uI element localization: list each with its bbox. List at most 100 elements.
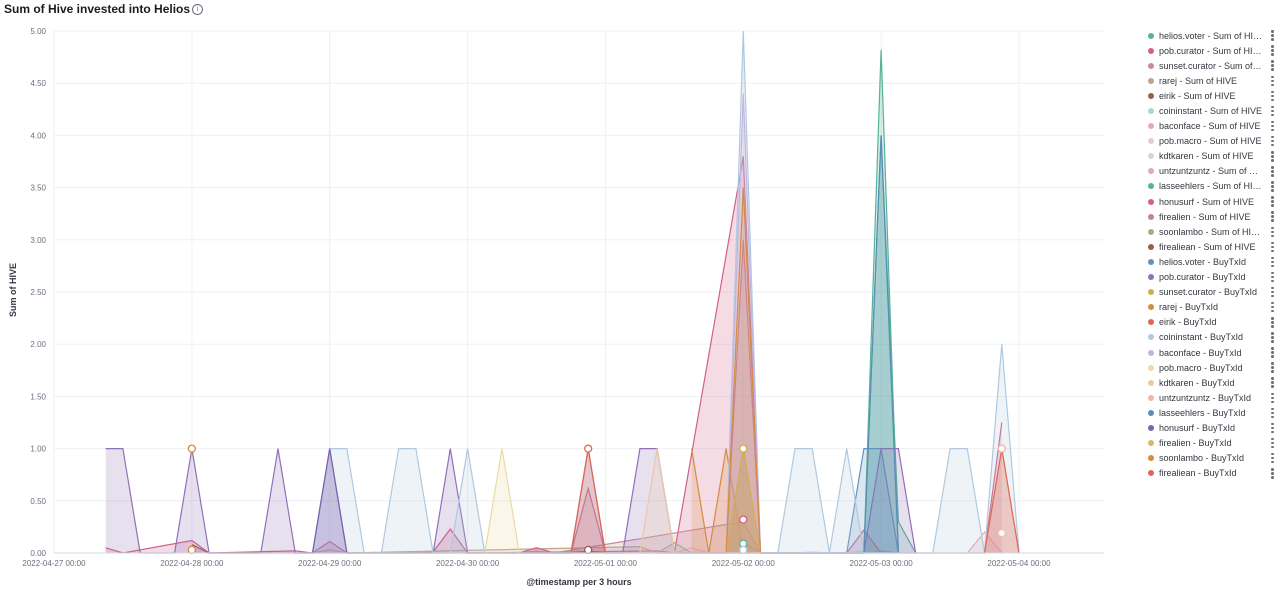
y-axis-title: Sum of HIVE — [8, 263, 18, 317]
chart-series-group — [105, 30, 1020, 554]
legend-item[interactable]: kdtkaren - BuyTxId — [1140, 375, 1280, 390]
highlight-point — [584, 444, 593, 453]
legend-item-menu-icon[interactable] — [1271, 30, 1274, 41]
legend-item-menu-icon[interactable] — [1271, 407, 1274, 419]
legend-item[interactable]: pob.macro - BuyTxId — [1140, 360, 1280, 375]
info-circle-icon[interactable]: i — [192, 4, 204, 16]
series-area-17 — [726, 448, 761, 553]
legend-item-menu-icon[interactable] — [1271, 422, 1274, 434]
series-line-28 — [725, 187, 762, 554]
legend-item[interactable]: baconface - Sum of HIVE — [1140, 119, 1280, 134]
legend-swatch — [1148, 349, 1154, 356]
legend-item[interactable]: sunset.curator - BuyTxId — [1140, 285, 1280, 300]
legend-item[interactable]: untzuntzuntz - BuyTxId — [1140, 390, 1280, 405]
legend-swatch — [1148, 455, 1154, 462]
legend-item[interactable]: lasseehlers - Sum of HIVE — [1140, 179, 1280, 194]
legend-item-menu-icon[interactable] — [1271, 120, 1274, 132]
y-tick-label: 2.50 — [30, 288, 46, 297]
legend-item[interactable]: honusurf - BuyTxId — [1140, 420, 1280, 435]
legend-item-menu-icon[interactable] — [1271, 151, 1274, 162]
legend-item[interactable]: rarej - BuyTxId — [1140, 300, 1280, 315]
legend-item-menu-icon[interactable] — [1271, 105, 1274, 117]
legend-item-menu-icon[interactable] — [1271, 135, 1274, 147]
legend-item[interactable]: firealiean - BuyTxId — [1140, 466, 1280, 481]
legend-item[interactable]: baconface - BuyTxId — [1140, 345, 1280, 360]
x-tick-label: 2022-04-28 00:00 — [160, 559, 224, 568]
legend-swatch — [1148, 153, 1154, 160]
legend-item[interactable]: pob.macro - Sum of HIVE — [1140, 134, 1280, 149]
legend-item-menu-icon[interactable] — [1271, 90, 1274, 102]
highlight-point — [187, 444, 197, 453]
legend-item-menu-icon[interactable] — [1271, 45, 1274, 56]
legend-item[interactable]: helios.voter - Sum of HIVE — [1140, 28, 1280, 43]
legend-item[interactable]: pob.curator - Sum of HIVE — [1140, 43, 1280, 58]
series-line-25 — [863, 135, 899, 554]
legend-item-menu-icon[interactable] — [1271, 317, 1274, 328]
legend-item-menu-icon[interactable] — [1271, 256, 1274, 268]
legend-item[interactable]: soonlambo - BuyTxId — [1140, 451, 1280, 466]
x-tick-label: 2022-04-30 00:00 — [436, 559, 500, 568]
legend-item-menu-icon[interactable] — [1271, 75, 1274, 87]
legend-swatch — [1148, 258, 1154, 265]
legend-swatch — [1148, 168, 1154, 175]
legend-swatch — [1148, 470, 1154, 477]
series-area-20 — [312, 31, 1019, 553]
legend-item-menu-icon[interactable] — [1271, 166, 1274, 177]
legend-label: lasseehlers - BuyTxId — [1159, 407, 1246, 418]
legend-item[interactable]: sunset.curator - Sum of HIVE — [1140, 58, 1280, 73]
legend-item[interactable]: eirik - Sum of HIVE — [1140, 88, 1280, 103]
legend-item-menu-icon[interactable] — [1271, 437, 1274, 449]
x-tick-label: 2022-05-03 00:00 — [850, 559, 914, 568]
legend-swatch — [1148, 289, 1154, 296]
legend-label: honusurf - Sum of HIVE — [1159, 196, 1255, 207]
highlight-point — [739, 444, 748, 453]
legend-label: baconface - Sum of HIVE — [1159, 121, 1261, 132]
y-tick-label: 1.50 — [30, 392, 46, 401]
series-area-27 — [726, 448, 761, 553]
legend-item[interactable]: coininstant - Sum of HIVE — [1140, 103, 1280, 118]
legend-item-menu-icon[interactable] — [1271, 377, 1274, 388]
legend-item[interactable]: firealien - Sum of HIVE — [1140, 209, 1280, 224]
legend-item[interactable]: pob.curator - BuyTxId — [1140, 270, 1280, 285]
legend-item[interactable]: rarej - Sum of HIVE — [1140, 73, 1280, 88]
legend-item[interactable]: untzuntzuntz - Sum of HIVE — [1140, 164, 1280, 179]
legend-item[interactable]: lasseehlers - BuyTxId — [1140, 405, 1280, 420]
legend-item[interactable]: helios.voter - BuyTxId — [1140, 254, 1280, 269]
legend-item-menu-icon[interactable] — [1271, 301, 1274, 313]
legend-item-menu-icon[interactable] — [1271, 392, 1274, 404]
legend-item-menu-icon[interactable] — [1271, 226, 1274, 238]
series-line-22 — [484, 448, 520, 554]
legend-item[interactable]: honusurf - Sum of HIVE — [1140, 194, 1280, 209]
legend-item-menu-icon[interactable] — [1271, 452, 1274, 464]
legend-item[interactable]: firealien - BuyTxId — [1140, 436, 1280, 451]
legend-item-menu-icon[interactable] — [1271, 271, 1274, 283]
series-area-9 — [967, 532, 1002, 553]
highlight-point — [997, 444, 1006, 453]
legend-label: eirik - BuyTxId — [1159, 317, 1217, 328]
legend-item-menu-icon[interactable] — [1271, 181, 1274, 192]
legend-item-menu-icon[interactable] — [1271, 241, 1274, 253]
legend-swatch — [1148, 364, 1154, 371]
legend-item-menu-icon[interactable] — [1271, 468, 1274, 479]
legend-item-menu-icon[interactable] — [1271, 347, 1274, 358]
legend-item[interactable]: soonlambo - Sum of HIVE — [1140, 224, 1280, 239]
legend-label: baconface - BuyTxId — [1159, 347, 1242, 358]
series-line-6 — [674, 547, 709, 554]
legend-label: firealiean - BuyTxId — [1159, 468, 1237, 479]
legend-item[interactable]: firealiean - Sum of HIVE — [1140, 239, 1280, 254]
legend-item[interactable]: coininstant - BuyTxId — [1140, 330, 1280, 345]
legend-label: rarej - Sum of HIVE — [1159, 75, 1238, 86]
legend-label: pob.curator - BuyTxId — [1159, 272, 1246, 283]
legend-item-menu-icon[interactable] — [1271, 362, 1274, 373]
legend-item[interactable]: eirik - BuyTxId — [1140, 315, 1280, 330]
x-tick-label: 2022-05-02 00:00 — [712, 559, 776, 568]
legend-label: firealien - BuyTxId — [1159, 438, 1232, 449]
legend-label: lasseehlers - Sum of HIVE — [1159, 181, 1263, 192]
legend-item-menu-icon[interactable] — [1271, 196, 1274, 207]
legend-item-menu-icon[interactable] — [1271, 211, 1274, 222]
legend-item[interactable]: kdtkaren - Sum of HIVE — [1140, 149, 1280, 164]
legend-item-menu-icon[interactable] — [1271, 332, 1274, 343]
legend-item-menu-icon[interactable] — [1271, 286, 1274, 298]
legend-item-menu-icon[interactable] — [1271, 60, 1274, 71]
legend-label: soonlambo - BuyTxId — [1159, 453, 1245, 464]
